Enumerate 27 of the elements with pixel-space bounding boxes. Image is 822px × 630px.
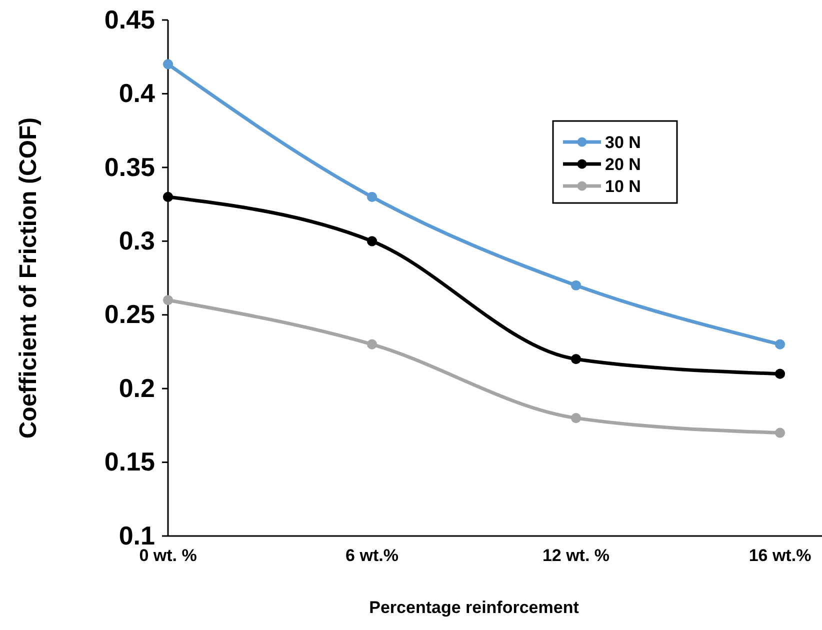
y-axis-title: Coefficient of Friction (COF)	[15, 117, 42, 439]
point	[366, 339, 378, 350]
legend-label: 30 N	[605, 133, 641, 152]
x-tick-label: 16 wt.%	[748, 546, 812, 565]
legend-label: 10 N	[605, 177, 641, 196]
point	[570, 354, 582, 364]
legend-label: 20 N	[605, 155, 641, 174]
y-tick-label: 0.2	[118, 372, 155, 403]
x-tick-label: 6 wt.%	[346, 546, 398, 565]
y-tick-label: 0.15	[104, 446, 155, 477]
y-tick-label: 0.3	[118, 225, 155, 256]
point	[366, 236, 378, 246]
point	[366, 192, 378, 202]
y-tick-label: 0.25	[104, 299, 155, 330]
x-axis-title: Percentage reinforcement	[369, 598, 580, 617]
point	[162, 59, 174, 70]
point	[162, 192, 174, 202]
x-tick-label: 12 wt. %	[542, 546, 610, 565]
y-tick-label: 0.4	[118, 78, 156, 108]
point	[162, 295, 174, 306]
point	[774, 428, 786, 438]
y-tick-label: 0.35	[104, 152, 155, 182]
y-tick-label: 0.45	[104, 4, 155, 34]
point	[774, 368, 786, 379]
point	[570, 413, 582, 424]
point	[570, 280, 582, 290]
point	[774, 339, 786, 350]
